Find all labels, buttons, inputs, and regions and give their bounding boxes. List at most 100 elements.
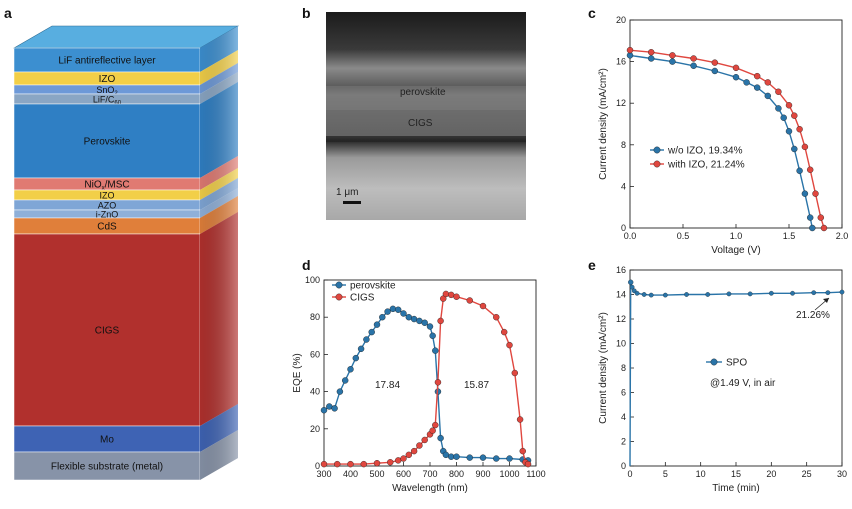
data-point: [384, 308, 391, 315]
data-point: [764, 79, 771, 86]
eqe-chart: 300 400 500 600 700 800 900 1000 1100 0 20 40 60 80 10…: [292, 275, 546, 494]
data-point: [373, 321, 381, 328]
data-point: [506, 341, 513, 349]
data-point: [352, 354, 359, 362]
x-tick-label: 20: [766, 469, 776, 479]
data-point: [812, 190, 819, 197]
data-point: [648, 49, 655, 56]
data-point: [732, 64, 740, 72]
data-point: [368, 328, 375, 336]
data-point: [347, 460, 354, 468]
data-point: [326, 403, 333, 410]
data-point: [641, 292, 647, 297]
x-tick-label: 500: [369, 469, 384, 479]
data-point: [453, 293, 460, 300]
y-tick-label: 0: [621, 223, 626, 233]
data-point: [320, 460, 328, 468]
y-tick-label: 4: [621, 181, 626, 191]
sem-cross-section: perovskite CIGS 1 μm: [326, 12, 526, 220]
data-point: [785, 102, 793, 109]
y-tick-label: 14: [616, 290, 626, 300]
y-tick-label: 4: [621, 412, 626, 422]
layer-side-shade: [200, 168, 238, 200]
data-point: [648, 292, 654, 298]
data-point: [626, 46, 634, 54]
layer-lif-antireflective-layer: [13, 47, 201, 73]
layer-label: CIGS: [95, 326, 120, 337]
data-point: [807, 166, 814, 173]
data-point: [754, 84, 761, 91]
layer-side-shade: [200, 26, 238, 72]
layer-label: CdS: [97, 222, 117, 233]
data-point: [347, 366, 354, 373]
device-stack-schematic: LiF antireflective layerIZOSnO2LiF/C60Pe…: [12, 25, 240, 481]
legend-marker: [710, 358, 718, 366]
data-point: [331, 405, 338, 412]
data-point: [360, 460, 367, 468]
layer-side-shade: [200, 63, 238, 94]
data-point: [801, 190, 809, 197]
series-line-1: [629, 49, 825, 229]
y-axis-label: EQE (%): [292, 353, 303, 392]
data-point: [479, 302, 487, 310]
data-point: [796, 125, 803, 133]
x-axis-label: Time (min): [712, 483, 759, 494]
y-tick-label: 16: [616, 57, 626, 67]
data-point: [711, 67, 718, 75]
data-point: [395, 457, 402, 464]
y-axis-label: Current density (mA/cm²): [598, 312, 609, 424]
data-point: [405, 314, 412, 321]
data-point: [400, 455, 407, 462]
data-point: [807, 214, 814, 221]
data-point: [466, 297, 473, 304]
legend-entry: CIGS: [350, 293, 375, 304]
layer-cigs: [13, 233, 201, 427]
x-tick-label: 700: [422, 469, 437, 479]
layer-label: AZO: [98, 201, 117, 211]
data-point: [519, 447, 526, 455]
data-point: [416, 442, 423, 449]
scale-bar-label: 1 μm: [336, 187, 358, 198]
data-point: [711, 59, 718, 66]
data-point: [524, 460, 532, 468]
y-tick-label: 8: [621, 140, 626, 150]
y-tick-label: 12: [616, 98, 626, 108]
y-tick-label: 10: [616, 339, 626, 349]
data-point: [416, 317, 423, 325]
layer-side-shade: [200, 430, 238, 480]
data-point: [506, 455, 513, 462]
data-point: [448, 291, 455, 299]
layer-side-shade: [200, 82, 238, 178]
data-point: [437, 317, 444, 325]
data-point: [429, 332, 436, 339]
y-tick-label: 20: [310, 424, 320, 434]
data-point: [825, 290, 831, 296]
data-point: [628, 279, 634, 285]
data-point: [429, 427, 436, 434]
data-point: [791, 112, 798, 119]
data-point: [705, 292, 711, 297]
legend-marker: [653, 160, 661, 168]
x-tick-label: 1100: [526, 469, 545, 479]
data-point: [791, 145, 798, 153]
layer-side-shade: [200, 50, 238, 85]
data-point: [405, 451, 412, 459]
y-tick-label: 0: [621, 461, 626, 471]
data-point: [334, 460, 341, 468]
data-point: [809, 224, 816, 232]
data-point: [357, 345, 365, 353]
data-point: [421, 319, 428, 326]
layer-label: IZO: [100, 191, 115, 201]
x-tick-label: 800: [449, 469, 464, 479]
plot-frame: [629, 19, 843, 229]
data-point: [780, 114, 787, 121]
x-tick-label: 5: [663, 469, 668, 479]
jv-chart: 0.0 0.5 1.0 1.5 2.0 0 4 8 12 16 20 Voltage (V) Curre…: [598, 15, 848, 256]
layer-label: i-ZnO: [96, 210, 119, 220]
layer-label: Mo: [100, 435, 114, 446]
data-point: [669, 58, 676, 65]
eqe-annotation-cigs: 15.87: [464, 380, 489, 391]
y-tick-label: 12: [616, 314, 626, 324]
panel-label-b: b: [302, 5, 311, 21]
